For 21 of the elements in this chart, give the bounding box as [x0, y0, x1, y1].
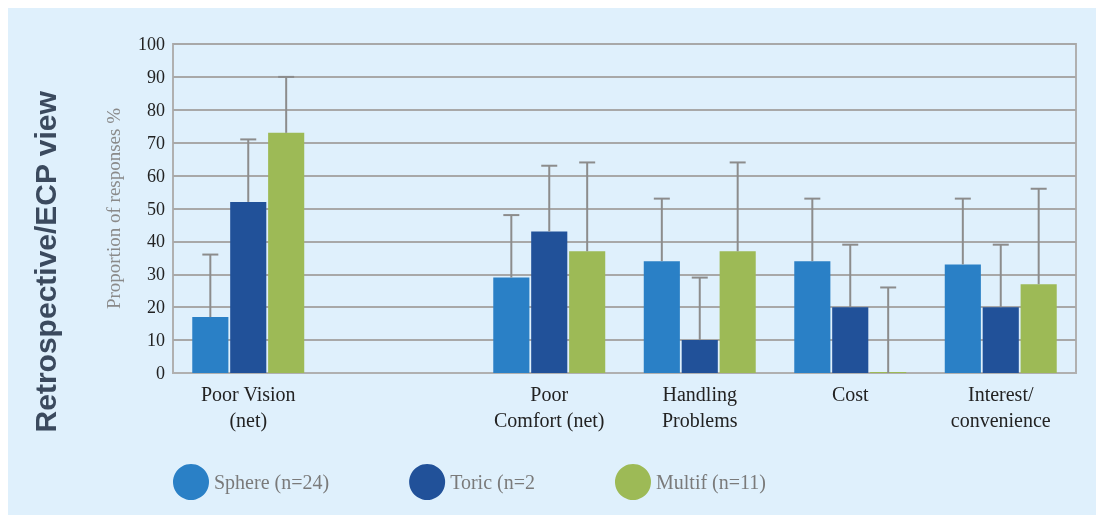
text: Retrospective/ECP view — [28, 90, 62, 433]
legend-label: Multif (n=11) — [655, 471, 766, 494]
y-tick-label: 10 — [147, 330, 165, 351]
legend-label: Sphere (n=24) — [214, 471, 330, 494]
legend-label: Toric (n=2 — [450, 471, 535, 494]
y-axis-title: Proportion of responses % — [103, 107, 124, 310]
y-tick-label: 0 — [156, 363, 165, 383]
y-tick-label: 40 — [147, 231, 165, 252]
y-tick-label: 30 — [147, 264, 165, 285]
x-tick-label: Poor Comfort (net) — [493, 383, 605, 432]
y-tick-label: 60 — [147, 165, 165, 186]
y-tick-label: 70 — [147, 132, 165, 153]
y-tick-label: 20 — [147, 297, 165, 318]
x-tick-label: Handling Problems — [661, 383, 738, 431]
y-tick-label: 80 — [147, 99, 165, 120]
x-tick-label: Cost — [831, 383, 870, 405]
x-tick-label: Poor Vision (net) — [200, 383, 296, 432]
y-tick-label: 90 — [147, 66, 165, 87]
x-tick-label: Interest/ convenience — [950, 383, 1051, 431]
y-tick-label: 100 — [138, 34, 165, 54]
y-tick-label: 50 — [147, 198, 165, 219]
